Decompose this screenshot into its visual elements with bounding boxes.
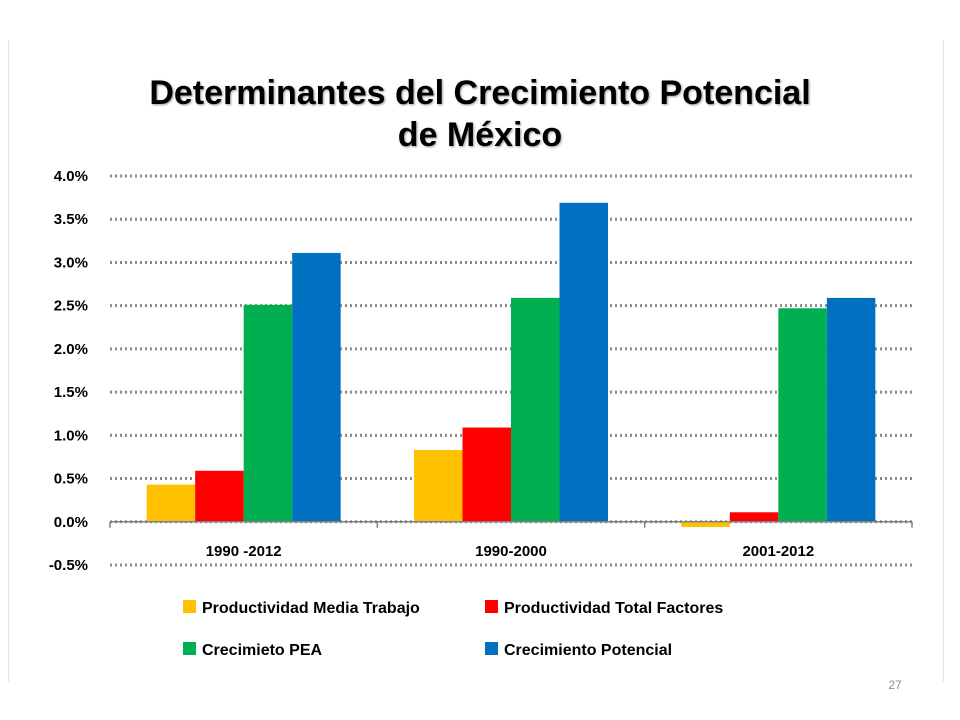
legend-label: Productividad Media Trabajo [202, 600, 420, 617]
legend-swatch [485, 642, 498, 655]
chart-title-line1: Determinantes del Crecimiento Potencial [149, 74, 811, 112]
bar [778, 308, 827, 522]
bar [559, 202, 608, 522]
bar [146, 484, 196, 522]
legend-label: Crecimieto PEA [202, 642, 322, 659]
y-tick-label: 3.5% [54, 211, 88, 228]
bar [414, 450, 463, 522]
bar [681, 521, 730, 527]
bar [826, 297, 876, 522]
x-category-label: 1990-2000 [475, 543, 547, 560]
legend-label: Crecimiento Potencial [504, 642, 672, 659]
y-tick-label: 0.5% [54, 471, 88, 488]
chart-title: Determinantes del Crecimiento Potencial … [0, 72, 960, 156]
bar [292, 252, 341, 522]
y-tick-label: 1.0% [54, 427, 88, 444]
y-tick-label: 3.0% [54, 254, 88, 271]
legend-swatch [485, 600, 498, 613]
axes [109, 521, 913, 528]
legend-swatch [183, 600, 196, 613]
y-tick-labels: 4.0% 3.5% 3.0% 2.5% 2.0% 1.5% 1.0% 0.5% 0.0% -0.5… [49, 168, 88, 574]
page-number: 27 [888, 678, 902, 692]
y-tick-label: 1.5% [54, 384, 88, 401]
bar [511, 297, 560, 522]
y-tick-label: -0.5% [49, 557, 88, 574]
y-tick-label: 2.0% [54, 341, 88, 358]
chart-title-line2: de México [397, 116, 563, 154]
bar [729, 512, 779, 522]
y-tick-label: 4.0% [54, 168, 88, 185]
x-category-labels: 1990 -2012 1990-2000 2001-2012 [206, 543, 814, 560]
y-tick-label: 2.5% [54, 298, 88, 315]
bars [146, 202, 876, 527]
bar [195, 470, 244, 522]
bar [243, 304, 293, 522]
y-tick-label: 0.0% [54, 514, 88, 531]
x-category-label: 1990 -2012 [206, 543, 282, 560]
legend: Productividad Media Trabajo Productividad… [183, 600, 723, 659]
x-category-label: 2001-2012 [742, 543, 814, 560]
legend-label: Productividad Total Factores [504, 600, 723, 617]
legend-swatch [183, 642, 196, 655]
bar [462, 427, 511, 522]
